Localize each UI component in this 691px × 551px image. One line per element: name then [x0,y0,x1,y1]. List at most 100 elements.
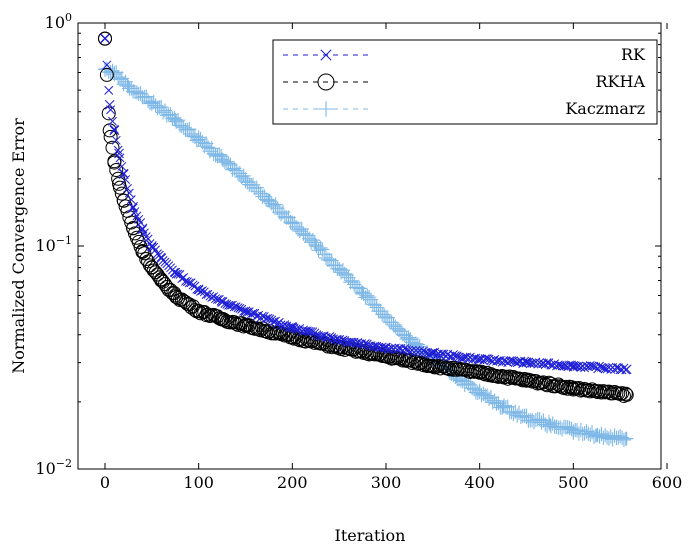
data-point [307,235,322,250]
data-point [543,418,557,432]
data-point [104,85,114,95]
data-point [109,163,124,178]
x-tick-label: 300 [371,473,402,492]
data-point [127,84,143,99]
data-point [355,285,370,299]
data-point [154,273,169,288]
legend-entries: RK RKHA Kaczmarz [283,45,646,118]
data-point [427,348,438,359]
data-point [339,267,354,283]
data-point [156,253,167,264]
legend-label: Kaczmarz [565,99,645,118]
data-point [459,362,474,377]
data-point [103,129,118,144]
data-point [229,302,239,312]
data-point [107,155,122,170]
data-point [480,354,490,364]
data-point [113,145,123,155]
data-point [328,257,343,273]
data-point [117,161,127,171]
data-point [332,262,346,276]
x-tick-label: 500 [558,473,589,492]
data-point [619,387,634,402]
data-point [568,361,579,371]
data-point [545,416,560,431]
data-point [335,340,350,355]
data-point [285,322,295,332]
data-point [492,356,502,366]
data-point [124,188,134,198]
series-layer [97,31,634,448]
data-point [146,94,161,110]
y-tick-exponent: 0 [65,11,72,24]
series-rkha [98,31,634,403]
data-point [318,250,334,266]
data-point [128,201,138,212]
data-point [334,334,345,345]
data-point [489,396,504,411]
data-point [167,110,182,125]
data-point [618,386,633,401]
data-point [333,265,349,280]
data-point [505,356,515,366]
data-point [523,358,533,368]
data-point [144,260,159,275]
data-point [192,133,206,147]
data-point [107,65,121,80]
x-tick-label: 600 [652,473,683,492]
data-point [309,238,324,254]
legend-marker-kaczmarz [318,101,334,117]
data-point [463,377,478,393]
data-point [373,303,388,319]
data-point [248,308,258,318]
data-point [369,300,384,315]
data-point [140,93,156,109]
data-point [585,361,595,371]
y-tick-exponent: −2 [56,457,72,470]
data-point [294,332,309,347]
data-point [564,421,579,437]
x-tick-label: 100 [183,473,214,492]
data-point [519,411,534,425]
data-point [143,234,153,244]
data-point [232,166,248,181]
data-point [148,98,163,113]
data-point [277,209,292,224]
data-point [408,336,424,351]
data-point [228,163,244,178]
data-point [146,241,157,251]
data-point [573,422,588,438]
data-point [268,197,283,212]
plot-frame [77,22,662,470]
data-point [365,297,381,312]
legend-label: RKHA [595,72,645,91]
data-point [174,118,189,134]
data-point [257,311,267,321]
y-tick-label: 10−1 [35,234,72,255]
data-point [245,177,261,192]
data-point [285,215,299,229]
data-point [184,126,199,142]
data-point [581,426,596,441]
tick-layer [78,22,668,470]
data-point [155,105,171,120]
data-point [543,418,559,434]
data-point [240,175,255,190]
data-point [124,81,139,96]
data-point [208,148,223,163]
data-point [317,331,327,341]
data-point [168,288,183,303]
data-point [329,334,339,344]
y-tick-label: 100 [45,11,72,32]
data-point [317,247,332,262]
data-point [590,428,604,442]
data-point [253,186,268,201]
data-point [601,431,617,446]
legend-marker-rkha [317,73,335,91]
data-point [496,398,512,413]
data-point [200,140,216,155]
data-point [521,357,532,368]
data-point [330,335,340,345]
data-point [109,125,120,136]
